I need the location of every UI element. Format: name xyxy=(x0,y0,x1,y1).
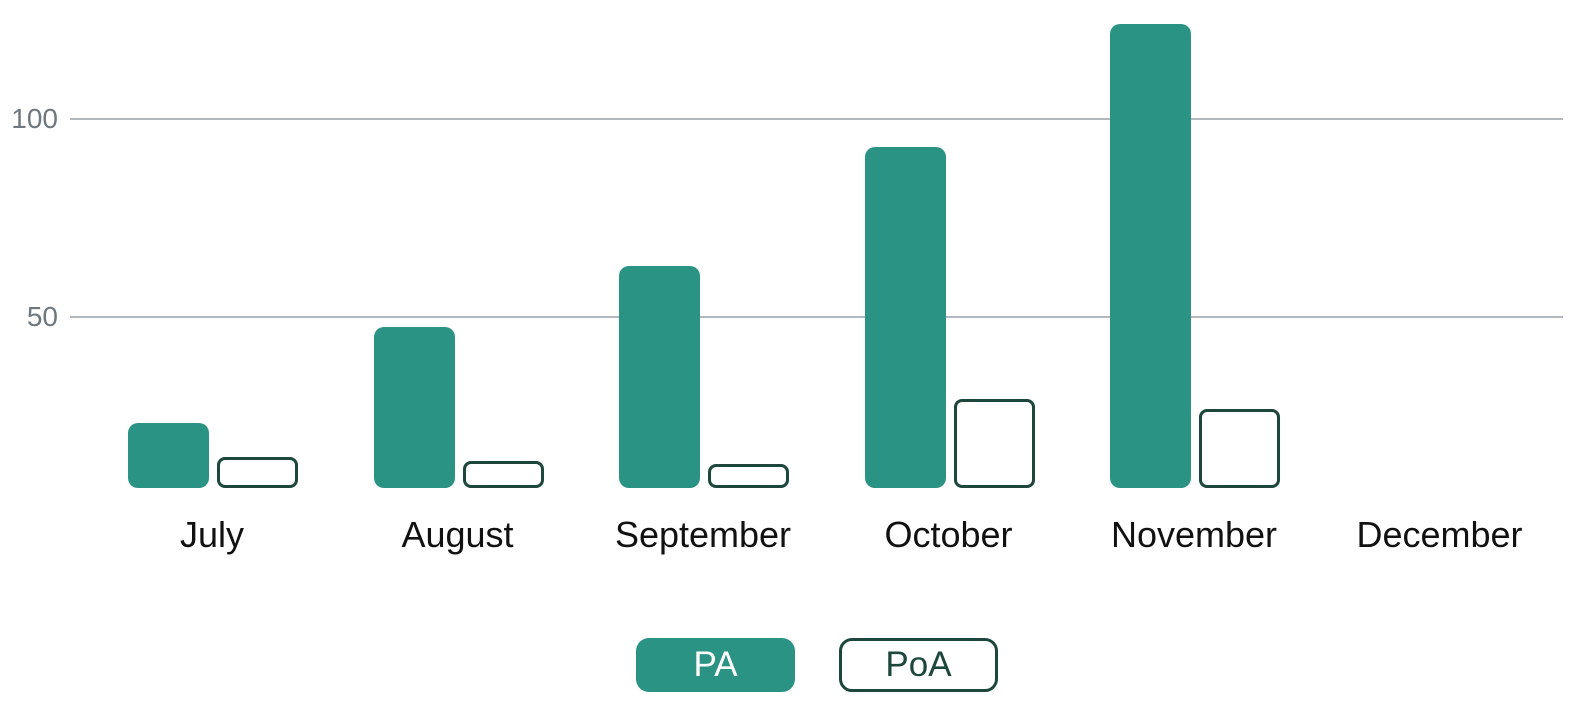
bar-poa-july xyxy=(217,457,298,488)
legend-item-pa[interactable]: PA xyxy=(636,638,795,692)
bar-pa-october xyxy=(864,146,946,488)
y-tick-label-50: 50 xyxy=(26,301,58,332)
bar-poa-october xyxy=(953,399,1035,488)
bar-pa-november xyxy=(1110,23,1191,488)
x-axis-label-december: December xyxy=(1356,514,1523,555)
x-axis-label-august: August xyxy=(401,514,514,555)
bar-pa-july xyxy=(128,423,209,488)
bar-poa-august xyxy=(462,460,544,488)
bar-pa-august xyxy=(373,327,455,488)
x-axis-label-september: September xyxy=(614,514,792,555)
legend-item-poa[interactable]: PoA xyxy=(839,638,998,692)
x-axis-label-november: November xyxy=(1110,514,1278,555)
y-tick-label-100: 100 xyxy=(11,103,58,134)
x-axis-label-october: October xyxy=(884,514,1013,555)
bar-poa-november xyxy=(1199,409,1280,488)
x-axis-label-july: July xyxy=(179,514,245,555)
gridline-100 xyxy=(70,118,1563,120)
gridline-50 xyxy=(70,316,1563,318)
bar-poa-september xyxy=(708,464,789,488)
bar-pa-september xyxy=(619,265,700,488)
